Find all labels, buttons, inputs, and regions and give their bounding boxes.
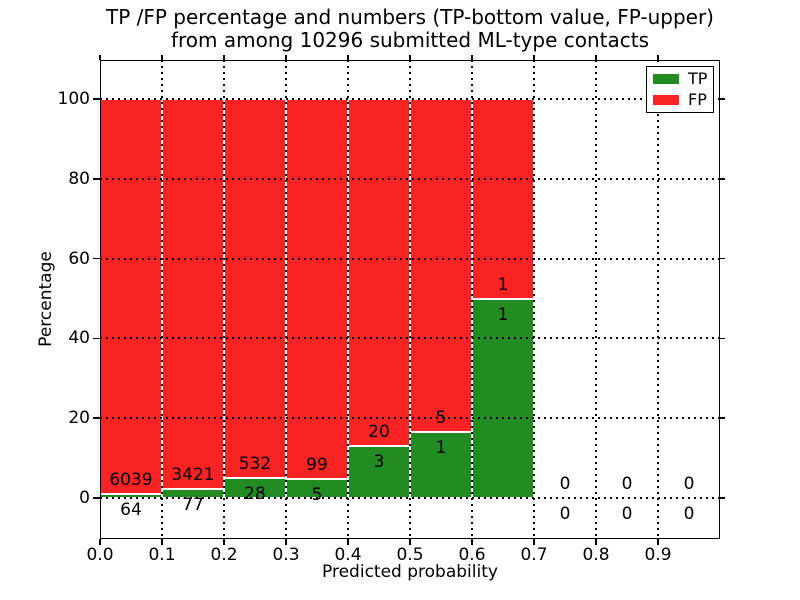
fp-count-label: 5 [435,407,447,428]
y-tick-left [93,497,100,499]
fp-count-label: 0 [559,474,571,494]
v-gridline [285,60,287,539]
x-tick-bottom [533,539,535,545]
v-gridline [595,60,597,539]
x-tick-top [161,55,163,60]
y-tick-right [720,337,725,340]
x-tick-label: 0.1 [148,545,176,565]
v-gridline [533,60,535,539]
x-tick-top [595,55,597,60]
y-tick-label: 0 [79,488,90,508]
bar-segment-fp [348,99,410,446]
x-tick-top [99,55,101,60]
x-tick-label: 0.9 [644,545,672,565]
bar-segment-fp [286,99,348,479]
x-tick-label: 0.0 [86,545,114,565]
legend-label-tp: TP [688,69,708,88]
legend-item-tp: TP [653,69,708,88]
tp-count-label: 3 [373,451,385,472]
fp-count-label: 1 [497,274,509,295]
legend: TP FP [646,66,714,113]
y-tick-right [720,257,725,260]
x-tick-top [223,55,225,60]
x-tick-top [657,55,659,60]
y-tick-label: 100 [57,89,90,109]
y-tick-left [93,337,100,340]
fp-color-swatch [653,95,679,105]
x-tick-bottom [161,539,163,545]
v-gridline [657,60,659,539]
v-gridline [347,60,349,539]
tp-count-label: 0 [559,504,571,524]
fp-count-label: 0 [621,474,633,494]
tp-count-label: 1 [435,437,447,458]
x-tick-bottom [347,539,349,545]
x-tick-top [533,55,535,60]
x-tick-bottom [657,539,659,545]
x-tick-bottom [595,539,597,545]
legend-item-fp: FP [653,90,707,109]
y-tick-right [720,178,725,180]
fp-count-label: 0 [683,474,695,494]
tp-count-label: 77 [182,495,204,516]
v-gridline [471,60,473,539]
x-tick-label: 0.8 [582,545,610,565]
bar-segment-fp [410,99,472,432]
x-tick-label: 0.3 [272,545,300,565]
fp-count-label: 99 [306,454,328,475]
tp-count-label: 5 [311,484,323,505]
fp-count-label: 20 [368,421,390,442]
x-tick-label: 0.4 [334,545,362,565]
x-tick-top [471,55,473,60]
tp-count-label: 28 [244,484,266,505]
legend-label-fp: FP [688,90,707,109]
fp-count-label: 6039 [109,469,153,490]
x-tick-bottom [471,539,473,545]
chart-title-line2: from among 10296 submitted ML-type conta… [170,28,650,52]
tp-color-swatch [653,74,679,84]
y-tick-label: 60 [68,248,90,269]
x-tick-label: 0.5 [396,545,424,565]
y-tick-left [93,178,100,180]
v-gridline [409,60,411,539]
bar-segment-tp [410,431,472,498]
v-gridline [223,60,225,539]
x-tick-label: 0.7 [520,545,548,565]
y-tick-label: 40 [68,328,90,349]
x-tick-label: 0.2 [210,545,238,565]
x-axis-label: Predicted probability [322,562,498,582]
tp-count-label: 64 [120,499,142,520]
bar-segment-fp [162,99,224,490]
y-tick-right [720,98,725,100]
v-gridline [161,60,163,539]
tp-count-label: 1 [497,304,509,325]
x-tick-bottom [99,539,101,545]
y-tick-right [720,417,725,419]
bar-segment-fp [472,99,534,299]
x-tick-top [409,55,411,60]
x-tick-top [285,55,287,60]
bar-segment-fp [100,99,162,494]
tp-count-label: 0 [683,504,695,524]
y-tick-left [93,98,100,100]
x-tick-bottom [223,539,225,545]
y-tick-label: 80 [68,168,90,189]
bar-segment-fp [224,99,286,479]
bar-segment-tp [472,298,534,498]
x-tick-bottom [409,539,411,545]
plot-area: 6039 64 3421 77 532 28 99 5 20 3 5 1 1 1 0 0 0 0 0 0 0 20 40 60… [58,55,725,564]
y-tick-right [720,497,725,499]
tp-count-label: 0 [621,504,633,524]
fp-count-label: 3421 [171,465,215,486]
y-tick-label: 20 [68,408,90,429]
x-tick-bottom [285,539,287,545]
x-tick-label: 0.6 [458,545,486,565]
y-tick-left [93,257,100,260]
x-tick-top [347,55,349,60]
y-tick-left [93,417,100,419]
chart-title: TP /FP percentage and numbers (TP-bottom… [100,6,720,52]
chart-title-line1: TP /FP percentage and numbers (TP-bottom… [106,5,714,29]
fp-count-label: 532 [238,454,272,475]
